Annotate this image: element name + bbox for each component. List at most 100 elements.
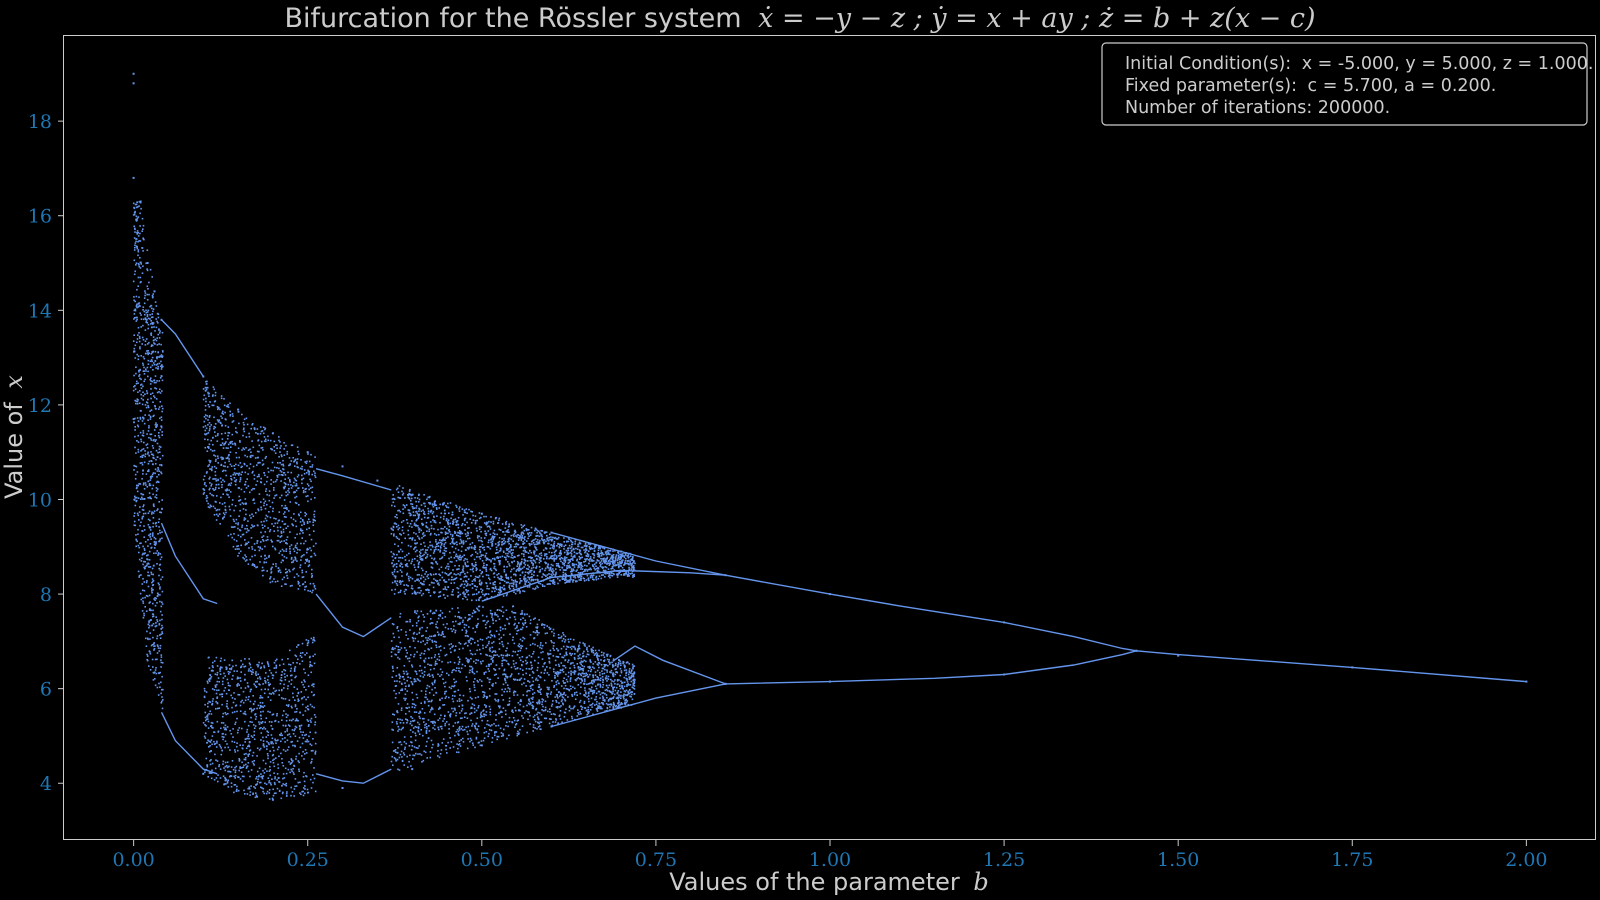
orbit-point: [149, 437, 152, 440]
orbit-point: [234, 751, 237, 753]
orbit-point: [518, 582, 521, 585]
orbit-point: [231, 740, 233, 743]
orbit-point: [498, 638, 501, 640]
orbit-point: [621, 560, 623, 562]
orbit-point: [599, 547, 601, 550]
orbit-point: [544, 561, 546, 564]
orbit-point: [428, 496, 431, 499]
orbit-point: [137, 425, 140, 428]
orbit-point: [301, 703, 304, 706]
orbit-point: [541, 698, 543, 700]
orbit-point: [628, 689, 631, 692]
orbit-point: [145, 581, 148, 584]
orbit-point: [148, 484, 151, 487]
orbit-point: [308, 518, 310, 521]
orbit-point: [476, 728, 479, 730]
orbit-point: [407, 496, 409, 499]
orbit-point: [481, 540, 483, 543]
orbit-point: [160, 472, 163, 475]
orbit-point: [426, 740, 428, 743]
orbit-point: [431, 504, 434, 506]
orbit-point: [140, 383, 143, 386]
orbit-point: [518, 564, 521, 567]
orbit-point: [408, 552, 410, 555]
orbit-point: [160, 464, 163, 466]
orbit-point: [292, 524, 294, 527]
orbit-point: [600, 557, 602, 560]
orbit-point: [478, 539, 480, 542]
orbit-point: [565, 708, 567, 710]
orbit-point: [146, 366, 149, 369]
orbit-point: [625, 669, 628, 671]
orbit-point: [536, 531, 538, 534]
orbit-point: [589, 659, 591, 661]
orbit-point: [158, 391, 160, 393]
orbit-point: [269, 516, 272, 519]
orbit-point: [547, 653, 550, 656]
orbit-point: [486, 720, 489, 722]
orbit-point: [251, 555, 253, 558]
orbit-point: [292, 561, 294, 563]
orbit-point: [489, 578, 491, 581]
orbit-point: [301, 576, 304, 579]
orbit-point: [260, 717, 262, 720]
orbit-point: [284, 511, 286, 513]
orbit-point: [504, 527, 507, 529]
orbit-point: [226, 678, 229, 681]
orbit-point: [518, 567, 521, 570]
orbit-point: [472, 638, 474, 641]
orbit-point: [494, 590, 496, 593]
orbit-point: [445, 532, 448, 534]
orbit-point: [522, 694, 525, 696]
orbit-point: [569, 547, 572, 550]
orbit-point: [444, 572, 446, 574]
orbit-point: [551, 547, 554, 549]
orbit-point: [465, 585, 468, 587]
orbit-point: [268, 499, 271, 502]
orbit-point: [569, 581, 571, 583]
orbit-point: [137, 235, 140, 237]
orbit-point: [590, 661, 592, 663]
orbit-point: [613, 560, 616, 563]
orbit-point: [524, 579, 526, 582]
orbit-point: [161, 601, 163, 603]
orbit-point: [574, 658, 576, 660]
orbit-point: [404, 746, 406, 749]
orbit-point: [480, 555, 482, 558]
orbit-point: [429, 573, 432, 575]
orbit-point: [297, 450, 299, 453]
orbit-point: [566, 553, 568, 556]
orbit-point: [145, 610, 148, 612]
orbit-point: [152, 629, 155, 631]
orbit-point: [263, 440, 266, 442]
orbit-point: [623, 669, 626, 672]
orbit-point: [628, 671, 631, 674]
orbit-point: [420, 567, 423, 570]
orbit-point: [587, 711, 589, 713]
orbit-point: [147, 585, 150, 588]
orbit-point: [462, 729, 464, 731]
orbit-point: [510, 576, 512, 579]
orbit-point: [631, 559, 634, 562]
orbit-point: [536, 645, 539, 647]
orbit-point: [545, 540, 547, 542]
orbit-point: [267, 777, 270, 779]
orbit-point: [421, 761, 423, 763]
orbit-point: [157, 552, 160, 555]
orbit-point: [313, 510, 316, 513]
orbit-point: [454, 709, 456, 711]
orbit-point: [402, 532, 405, 534]
orbit-point: [280, 454, 283, 456]
orbit-point: [251, 424, 253, 426]
orbit-point: [508, 531, 510, 533]
orbit-point: [480, 588, 482, 590]
orbit-point: [157, 367, 159, 370]
orbit-point: [457, 663, 460, 665]
orbit-point: [480, 740, 483, 742]
orbit-point: [400, 521, 403, 523]
orbit-point: [563, 548, 565, 550]
orbit-point: [137, 249, 140, 251]
orbit-point: [258, 475, 260, 478]
orbit-point: [553, 670, 555, 673]
